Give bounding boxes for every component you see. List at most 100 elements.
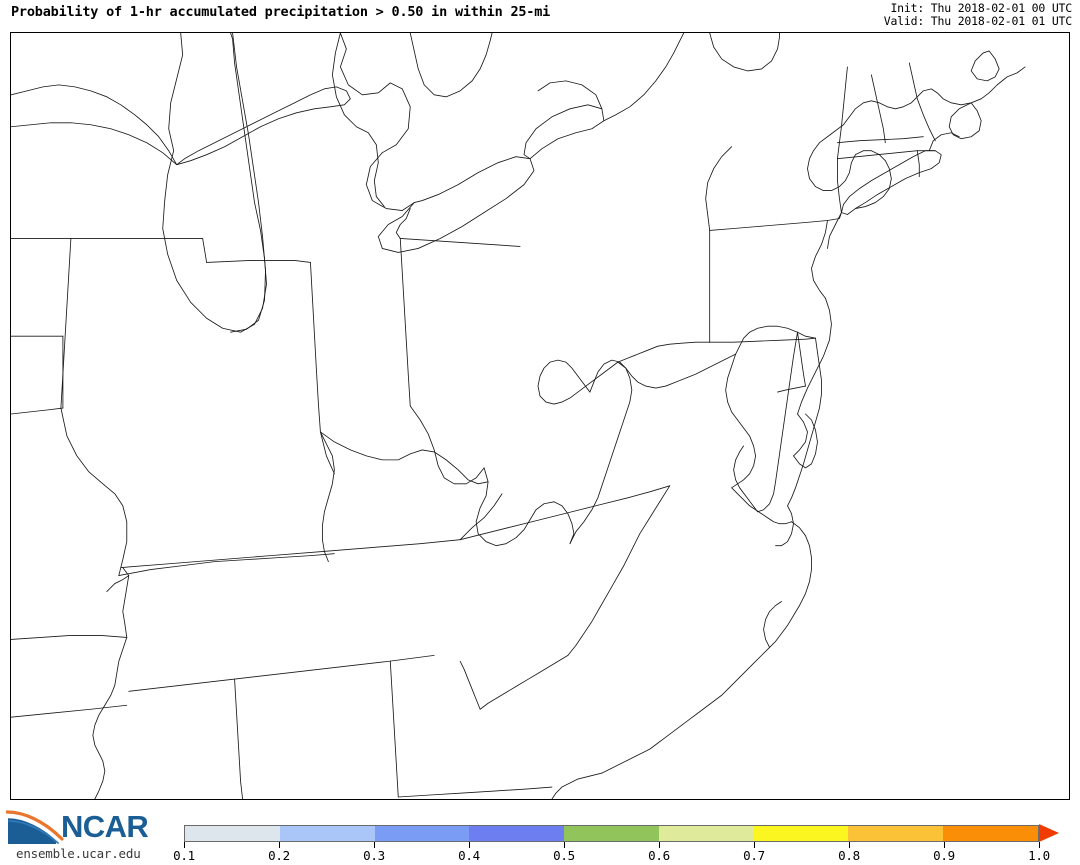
lake-michigan — [162, 33, 267, 333]
maine-coast — [970, 50, 1000, 82]
west-virginia — [475, 467, 575, 547]
canada-border-north — [409, 33, 493, 98]
colorbar-tick-0.4 — [469, 842, 470, 848]
ne-coast-outer — [807, 66, 1026, 209]
colorbar-tick-0.1 — [184, 842, 185, 848]
border-nc-sc — [567, 485, 671, 656]
border-oh-in — [399, 238, 411, 407]
border-mi-in-line — [206, 259, 311, 263]
colorbar-tick-0.3 — [374, 842, 375, 848]
border-il-ky — [118, 553, 335, 577]
long-island — [841, 150, 942, 215]
chesapeake-inner — [733, 445, 759, 513]
colorbar-band-0.6-0.7 — [658, 826, 754, 841]
nc-coast — [681, 646, 770, 726]
colorbar-tick-0.7 — [754, 842, 755, 848]
border-pa-nj — [811, 220, 828, 299]
border-oh-mi — [399, 238, 521, 247]
ncar-wordmark: NCAR — [61, 809, 149, 844]
border-il-mo — [60, 238, 128, 577]
border-ny-west — [705, 146, 733, 231]
border-de-md-south — [777, 385, 806, 393]
border-va-md-potomac — [617, 353, 737, 389]
colorbar-tick-label-0.3: 0.3 — [363, 848, 385, 863]
ncar-url: ensemble.ucar.edu — [16, 846, 141, 861]
border-in-il — [310, 261, 335, 475]
colorbar-band-0.3-0.4 — [374, 826, 470, 841]
border-ga-fl — [397, 786, 553, 798]
border-ny-pa — [709, 212, 842, 231]
colorbar-tick-0.5 — [564, 842, 565, 848]
lake-erie — [377, 156, 535, 253]
rhode-island-bays — [928, 132, 960, 152]
border-pa-south — [709, 337, 816, 343]
border-al-ms — [234, 678, 243, 799]
colorbar-extend-max-arrow — [1039, 824, 1059, 842]
wv-panhandle — [537, 359, 619, 405]
border-oh-wv-river — [409, 405, 485, 485]
ncar-swoosh-icon — [6, 810, 64, 844]
colorbar-band-0.2-0.3 — [279, 826, 375, 841]
nj-coast — [797, 297, 832, 415]
lake-michigan-east — [230, 33, 266, 333]
nc-outer-banks — [769, 521, 812, 648]
colorbar-tick-label-0.1: 0.1 — [173, 848, 195, 863]
canada-border-ne — [603, 33, 685, 122]
ga-coast — [551, 772, 603, 799]
valid-time: Valid: Thu 2018-02-01 01 UTC — [883, 14, 1072, 28]
colorbar-track[interactable] — [184, 825, 1039, 842]
wv-east — [569, 359, 633, 545]
colorbar-tick-label-1.0: 1.0 — [1028, 848, 1050, 863]
border-il-wi — [70, 238, 208, 263]
colorbar-tick-label-0.4: 0.4 — [458, 848, 480, 863]
border-wi-north — [11, 122, 178, 166]
lake-huron-west — [331, 33, 385, 207]
colorbar-band-0.7-0.8 — [753, 826, 849, 841]
border-ct-ny — [837, 158, 842, 213]
colorbar-band-0.4-0.5 — [469, 826, 565, 841]
mississippi-river — [92, 636, 128, 799]
colorbar-tick-label-0.2: 0.2 — [268, 848, 290, 863]
colorbar-tick-0.8 — [849, 842, 850, 848]
nj-shore-detail — [793, 413, 808, 457]
colorbar: 0.1 0.2 0.3 0.4 0.5 0.6 0.7 0.8 0.9 1.0 — [0, 806, 1080, 865]
border-mo-il-north — [11, 407, 64, 415]
va-eastern-shore — [775, 505, 794, 547]
border-md-de — [797, 331, 806, 387]
border-ar-la — [11, 704, 128, 718]
lake-st-clair — [395, 208, 411, 239]
border-vt-ny — [837, 66, 848, 160]
border-ky-tn — [120, 539, 461, 569]
sc-coast — [601, 724, 683, 774]
border-ma-north — [837, 136, 924, 144]
colorbar-tick-0.9 — [944, 842, 945, 848]
border-nh-vt — [870, 74, 886, 144]
border-maine-nh — [908, 62, 936, 142]
chesapeake-east — [757, 331, 798, 513]
forecast-times: Init: Thu 2018-02-01 00 UTC Valid: Thu 2… — [884, 2, 1072, 28]
chesapeake-west — [725, 353, 757, 489]
border-sc-ga — [479, 654, 569, 710]
up-north — [11, 84, 178, 166]
map-panel[interactable] — [10, 32, 1070, 800]
ny-hudson — [827, 212, 842, 249]
border-tn-south — [128, 654, 435, 692]
ohio-river — [319, 431, 489, 485]
lake-ontario — [523, 104, 605, 160]
init-time: Init: Thu 2018-02-01 00 UTC — [890, 1, 1072, 15]
border-ky-mo-tip — [106, 567, 130, 592]
colorbar-tick-label-0.9: 0.9 — [933, 848, 955, 863]
border-mo-ar — [11, 635, 128, 640]
va-coast — [731, 487, 792, 525]
cape-hatteras — [763, 601, 782, 648]
colorbar-tick-0.6 — [659, 842, 660, 848]
ncar-logo[interactable]: NCAR ensemble.ucar.edu — [4, 808, 176, 861]
cape-cod — [948, 102, 982, 140]
lake-ontario-north — [537, 80, 603, 110]
md-north — [735, 325, 816, 355]
map-geography — [11, 33, 1026, 799]
colorbar-band-0.1-0.2 — [185, 826, 280, 841]
colorbar-band-0.8-0.9 — [848, 826, 944, 841]
lake-huron — [339, 33, 415, 211]
canada-quebec — [709, 33, 780, 72]
